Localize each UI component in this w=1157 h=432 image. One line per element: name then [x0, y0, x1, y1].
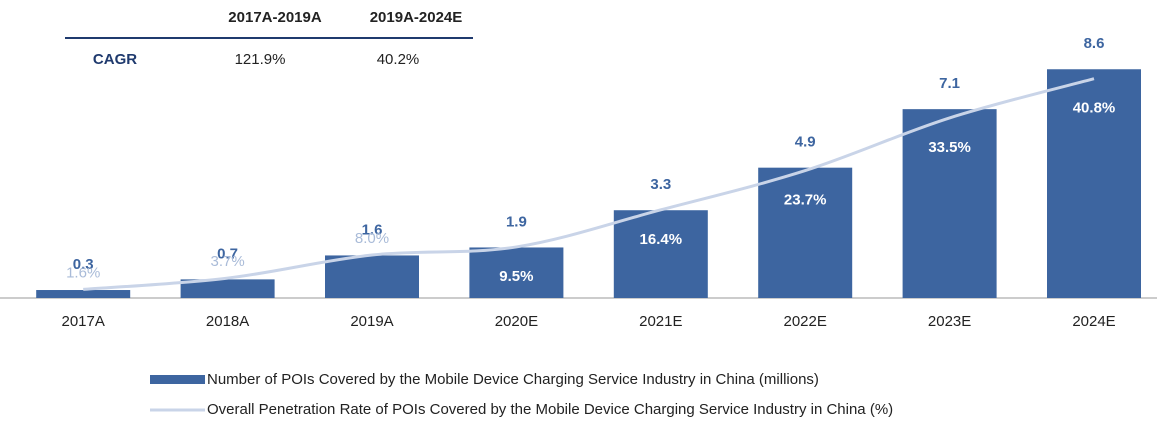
- table-cell: 40.2%: [377, 51, 420, 68]
- table-header: 2019A-2024E: [370, 9, 463, 26]
- line-value-label: 40.8%: [1073, 100, 1116, 117]
- x-tick-label: 2020E: [495, 313, 538, 330]
- x-tick-label: 2024E: [1072, 313, 1115, 330]
- bar-value-label: 8.6: [1084, 35, 1105, 52]
- bar-value-label: 1.9: [506, 213, 527, 230]
- line-value-label: 3.7%: [210, 253, 244, 270]
- line-value-label: 8.0%: [355, 230, 389, 247]
- x-tick-label: 2019A: [350, 313, 393, 330]
- bar-value-label: 1.6: [362, 221, 383, 238]
- line-value-label: 1.6%: [66, 264, 100, 281]
- line-value-label: 33.5%: [928, 139, 971, 156]
- table-cell: CAGR: [93, 51, 137, 68]
- bar-value-label: 4.9: [795, 134, 816, 151]
- line: [83, 77, 1095, 291]
- bar: [36, 290, 131, 298]
- x-tick-label: 2017A: [62, 313, 105, 330]
- line-value-label: 16.4%: [640, 231, 683, 248]
- line-value-label: 9.5%: [499, 268, 533, 285]
- bar: [613, 210, 708, 298]
- legend-label: Number of POIs Covered by the Mobile Dev…: [207, 371, 819, 388]
- bar: [1047, 69, 1141, 299]
- legend-swatch: [150, 375, 205, 384]
- x-tick-label: 2021E: [639, 313, 682, 330]
- bar-value-label: 0.7: [217, 245, 238, 262]
- line-value-label: 23.7%: [784, 192, 827, 209]
- x-tick-label: 2022E: [784, 313, 827, 330]
- bar-value-label: 0.3: [73, 256, 94, 273]
- x-tick-label: 2018A: [206, 313, 249, 330]
- table-cell: 121.9%: [235, 51, 286, 68]
- bar: [758, 167, 853, 298]
- bar: [180, 279, 275, 298]
- legend-label: Overall Penetration Rate of POIs Covered…: [207, 401, 893, 418]
- bar-value-label: 7.1: [939, 75, 960, 92]
- x-tick-label: 2023E: [928, 313, 971, 330]
- bar-value-label: 3.3: [650, 176, 671, 193]
- bar: [902, 109, 997, 299]
- table-header: 2017A-2019A: [228, 9, 322, 26]
- bar: [325, 255, 419, 298]
- bar: [469, 247, 564, 298]
